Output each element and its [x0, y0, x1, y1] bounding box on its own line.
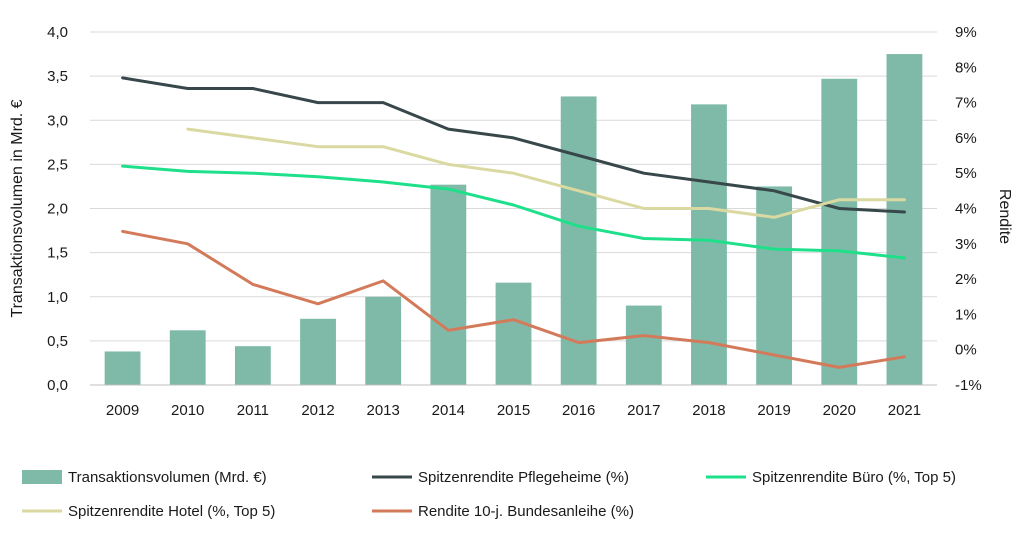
legend-label: Spitzenrendite Pflegeheime (%): [418, 469, 629, 486]
bar-2014: [430, 184, 467, 385]
y-left-tick-label: 2,0: [47, 201, 68, 218]
series-line-1: [121, 164, 906, 260]
y-right-tick-label: 3%: [955, 236, 977, 253]
x-tick-label: 2012: [301, 402, 334, 419]
y-left-axis-title: Transaktionsvolumen in Mrd. €: [9, 99, 26, 317]
bar-2009: [104, 351, 141, 385]
y-right-tick-label: 2%: [955, 271, 977, 288]
x-tick-label: 2020: [823, 402, 856, 419]
gridlines: [90, 31, 937, 386]
y-right-axis-title: Rendite: [996, 189, 1013, 244]
x-tick-label: 2013: [367, 402, 400, 419]
legend-item-2: Spitzenrendite Büro (%, Top 5): [706, 469, 956, 486]
series-line-3: [121, 229, 906, 369]
legend: Transaktionsvolumen (Mrd. €) Spitzenrendi…: [22, 469, 956, 520]
y-right-tick-label: 6%: [955, 130, 977, 147]
series-line-0: [121, 76, 906, 214]
x-tick-label: 2009: [106, 402, 139, 419]
y-left-tick-label: 4,0: [47, 24, 68, 41]
bar-2018: [691, 104, 727, 386]
x-tick-label: 2015: [497, 402, 530, 419]
line-series: [121, 76, 906, 369]
legend-label: Rendite 10-j. Bundesanleihe (%): [418, 503, 634, 520]
y-right-tick-label: 1%: [955, 306, 977, 323]
bar-series: [104, 54, 923, 386]
x-tick-label: 2017: [627, 402, 660, 419]
bar-2020: [821, 78, 858, 386]
y-left-tick-label: 3,5: [47, 68, 68, 85]
legend-item-3: Spitzenrendite Hotel (%, Top 5): [22, 503, 275, 520]
x-tick-label: 2021: [888, 402, 921, 419]
legend-label: Spitzenrendite Büro (%, Top 5): [752, 469, 956, 486]
y-right-tick-label: 4%: [955, 201, 977, 218]
bar-2017: [625, 305, 662, 385]
legend-label: Spitzenrendite Hotel (%, Top 5): [68, 503, 275, 520]
bar-2015: [495, 282, 532, 385]
x-tick-label: 2016: [562, 402, 595, 419]
legend-item-4: Rendite 10-j. Bundesanleihe (%): [372, 503, 634, 520]
y-left-tick-label: 0,5: [47, 333, 68, 350]
x-tick-label: 2014: [432, 402, 465, 419]
series-line-2: [186, 127, 906, 219]
y-right-tick-label: 9%: [955, 24, 977, 41]
y-left-tick-label: 1,0: [47, 289, 68, 306]
bar-2013: [365, 296, 402, 385]
y-left-tick-label: 1,5: [47, 245, 68, 262]
y-right-tick-label: 7%: [955, 95, 977, 112]
legend-item-1: Spitzenrendite Pflegeheime (%): [372, 469, 629, 486]
x-tick-label: 2018: [692, 402, 725, 419]
y-right-tick-label: 0%: [955, 342, 977, 359]
x-tick-label: 2010: [171, 402, 204, 419]
y-left-tick-label: 0,0: [47, 377, 68, 394]
y-right-tick-label: 8%: [955, 59, 977, 76]
y-right-tick-label: 5%: [955, 165, 977, 182]
y-left-tick-label: 2,5: [47, 156, 68, 173]
legend-swatch-bar: [22, 470, 62, 484]
bar-2012: [300, 318, 336, 385]
bar-2021: [886, 54, 923, 385]
y-left-tick-label: 3,0: [47, 112, 68, 129]
axes: 0,0 0,5 1,0 1,5 2,0 2,5 3,0 3,5 4,0 -1% 0% 1% 2% 3% 4%…: [9, 24, 1013, 419]
x-tick-label: 2011: [237, 402, 269, 419]
legend-item-0: Transaktionsvolumen (Mrd. €): [22, 469, 267, 486]
x-tick-label: 2019: [757, 402, 790, 419]
bar-2010: [169, 330, 206, 385]
legend-label: Transaktionsvolumen (Mrd. €): [68, 469, 267, 486]
bar-2011: [234, 346, 271, 385]
y-right-tick-label: -1%: [955, 377, 982, 394]
